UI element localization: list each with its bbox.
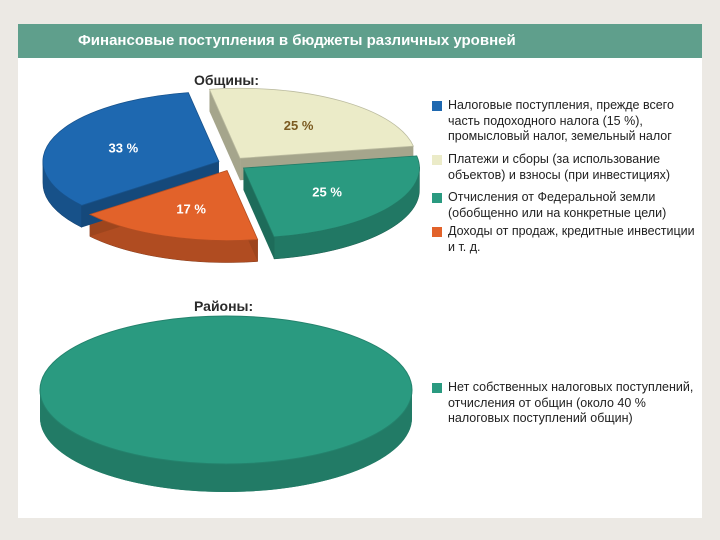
chart-title: Финансовые поступления в бюджеты различн… [78,32,516,49]
legend-swatch [432,101,442,111]
legend-item-fees: Платежи и сборы (за использование объект… [432,152,698,183]
legend-item-sales: Доходы от продаж, кредитные инвестиции и… [432,224,698,255]
legend-item-federal: Отчисления от Федеральной земли (обобщен… [432,190,698,221]
legend-label: Отчисления от Федеральной земли (обобщен… [448,190,667,220]
legend-swatch [432,193,442,203]
district-pie-slice [39,315,413,465]
communities-label: Общины: [194,72,260,88]
legend-swatch [432,155,442,165]
pie-slice [208,87,414,159]
slice-label: 17 % [176,202,206,217]
pie-slice [42,92,220,206]
legend-label: Доходы от продаж, кредитные инвестиции и… [448,224,695,254]
legend-label: Платежи и сборы (за использование объект… [448,152,671,182]
pie-slice-wall [243,168,275,259]
districts-label: Районы: [194,298,254,314]
legend-swatch [432,383,442,393]
legend-label: Налоговые поступления, прежде всего част… [448,98,674,143]
legend-item-tax: Налоговые поступления, прежде всего част… [432,98,698,145]
legend-label: Нет собственных налоговых поступлений, о… [448,380,694,425]
pie-charts: 25 % 25 % 17 % 33 % [39,87,420,492]
slice-label: 25 % [284,118,314,133]
slice-label: 33 % [109,140,139,155]
pie-slice [242,155,420,238]
legend-item-districts: Нет собственных налоговых поступлений, о… [432,380,698,427]
legend-swatch [432,227,442,237]
slice-label: 25 % [312,184,342,199]
title-bar: Финансовые поступления в бюджеты различн… [18,24,702,58]
pie-slice [88,170,259,241]
chart-frame: Финансовые поступления в бюджеты различн… [18,24,702,518]
pie-slice-wall [209,89,241,181]
